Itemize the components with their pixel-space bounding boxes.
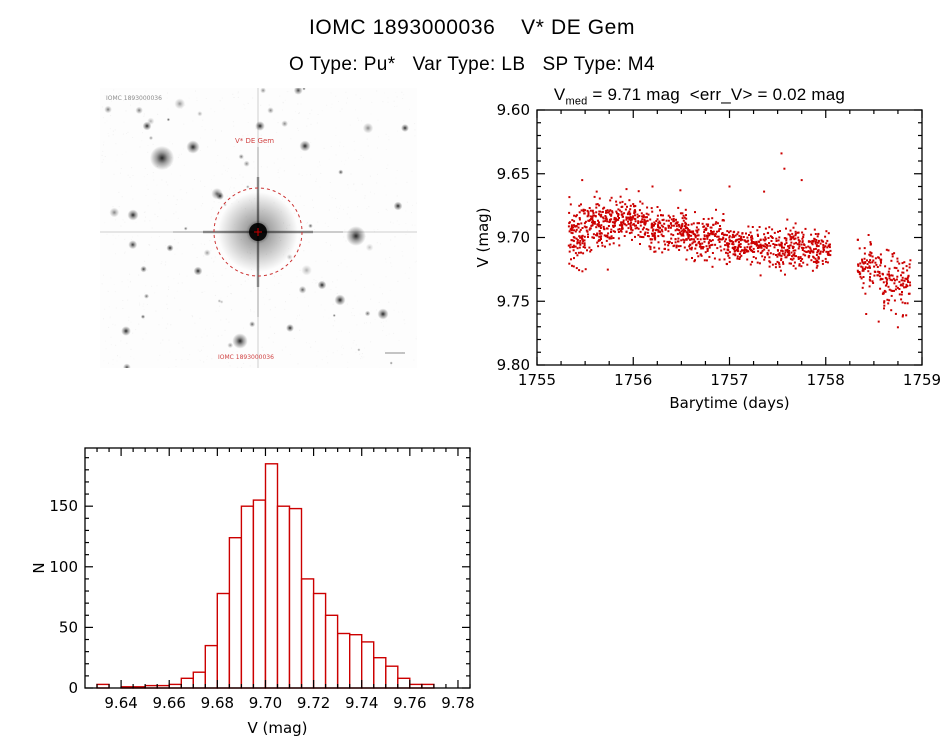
histogram-y-tick-label: 100 <box>49 558 78 576</box>
histogram-x-tick-label: 9.70 <box>249 694 282 712</box>
lightcurve-y-tick-label: 9.65 <box>497 165 530 183</box>
histogram-y-tick-label: 50 <box>59 618 78 636</box>
histogram-xlabel: V (mag) <box>247 719 307 737</box>
lightcurve-x-tick-label: 1758 <box>807 371 845 389</box>
histogram-y-tick-label: 150 <box>49 497 78 515</box>
finder-chart-image <box>100 88 417 368</box>
lightcurve-title-sub: med <box>565 95 588 108</box>
histogram-x-tick-label: 9.78 <box>441 694 474 712</box>
lightcurve-x-tick-label: 1759 <box>903 371 941 389</box>
lightcurve-title: Vmed = 9.71 mag <err_V> = 0.02 mag <box>455 85 944 107</box>
lightcurve-points <box>567 152 912 329</box>
histogram-x-tick-label: 9.74 <box>345 694 378 712</box>
histogram-x-tick-label: 9.64 <box>104 694 137 712</box>
lightcurve-y-tick-label: 9.80 <box>497 356 530 374</box>
lightcurve-ylabel: V (mag) <box>474 207 492 267</box>
lightcurve-x-tick-label: 1756 <box>614 371 652 389</box>
histogram-x-tick-label: 9.68 <box>201 694 234 712</box>
lightcurve-y-tick-label: 9.75 <box>497 292 530 310</box>
histogram-plot: 9.64 9.66 9.68 9.70 9.72 9.74 9.76 9.78 0 50 100 15… <box>30 447 475 737</box>
histogram-y-tick-label: 0 <box>68 679 78 697</box>
lightcurve-y-tick-label: 9.60 <box>497 101 530 119</box>
lightcurve-title-rest: = 9.71 mag <err_V> = 0.02 mag <box>587 85 846 104</box>
lightcurve-x-tick-label: 1757 <box>710 371 748 389</box>
lightcurve-y-tick-label: 9.70 <box>497 229 530 247</box>
page-subtitle: O Type: Pu* Var Type: LB SP Type: M4 <box>289 54 655 75</box>
lightcurve-title-var: V <box>553 85 566 104</box>
lightcurve-x-tick-label: 1755 <box>518 371 556 389</box>
lightcurve-plot: 1755 1756 1757 1758 1759 9.60 9.65 9.70 9.75 9.80… <box>474 101 941 412</box>
histogram-ylabel: N <box>30 562 48 573</box>
histogram-x-tick-label: 9.72 <box>297 694 330 712</box>
lightcurve-xlabel: Barytime (days) <box>669 394 789 412</box>
histogram-bars <box>96 463 435 689</box>
histogram-x-tick-label: 9.66 <box>153 694 186 712</box>
page-title: IOMC 1893000036 V* DE Gem <box>308 16 636 39</box>
histogram-x-tick-label: 9.76 <box>393 694 426 712</box>
